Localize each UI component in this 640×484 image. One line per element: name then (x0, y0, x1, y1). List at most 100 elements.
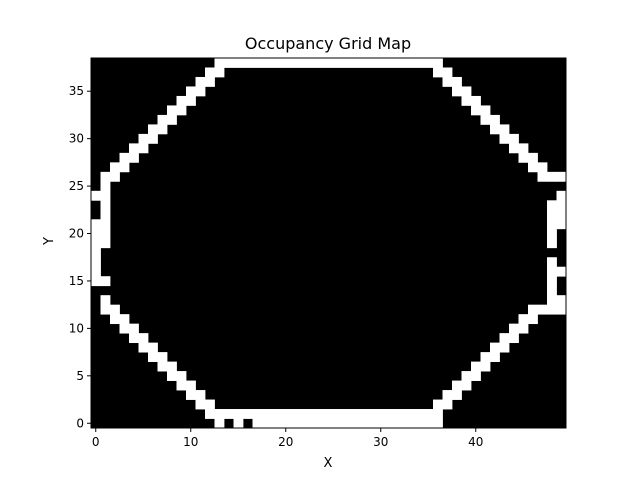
occupied-cell (433, 399, 443, 410)
occupied-cell (148, 124, 158, 135)
occupied-cell (110, 171, 120, 182)
occupied-cell (347, 418, 358, 429)
occupied-cell (138, 333, 149, 344)
occupied-cell (205, 399, 215, 410)
occupied-cell (414, 58, 424, 68)
occupied-cell (243, 58, 253, 68)
occupied-cell (433, 418, 443, 429)
occupied-cell (138, 143, 149, 154)
occupied-cell (195, 390, 206, 400)
occupied-cell (556, 219, 567, 230)
occupied-cell (262, 409, 272, 419)
occupied-cell (547, 266, 557, 277)
occupied-cell (148, 352, 158, 362)
occupied-cell (328, 409, 339, 419)
occupied-cell (186, 390, 196, 400)
occupied-cell (347, 409, 358, 419)
occupied-cell (119, 314, 130, 325)
occupied-cell (556, 266, 567, 277)
y-tick-label: 35 (69, 84, 84, 98)
occupied-cell (376, 418, 386, 429)
occupied-cell (404, 58, 415, 68)
occupied-cell (423, 418, 434, 429)
occupied-cell (547, 219, 557, 230)
y-tick-label: 20 (69, 227, 84, 241)
occupied-cell (138, 342, 149, 353)
occupied-cell (129, 143, 139, 154)
occupied-cell (309, 409, 320, 419)
occupied-cell (414, 409, 424, 419)
occupied-cell (176, 380, 187, 391)
occupied-cell (357, 418, 367, 429)
occupied-cell (167, 114, 177, 125)
occupied-cell (547, 304, 557, 315)
occupied-cell (480, 352, 491, 362)
occupied-cell (499, 133, 510, 144)
occupied-cell (433, 67, 443, 78)
occupied-cell (547, 257, 557, 268)
occupied-cell (556, 171, 567, 182)
y-tick-label: 5 (76, 369, 84, 383)
occupied-cell (91, 219, 101, 230)
occupied-cell (528, 152, 538, 163)
occupied-cell (442, 76, 453, 87)
occupied-cell (395, 418, 405, 429)
occupied-cell (186, 380, 196, 391)
occupied-cell (499, 342, 510, 353)
occupied-cell (91, 257, 101, 268)
occupied-cell (338, 409, 348, 419)
occupied-cell (547, 228, 557, 239)
occupied-cell (100, 276, 111, 287)
occupied-cell (157, 352, 168, 362)
occupied-cell (357, 409, 367, 419)
occupied-cell (490, 352, 500, 362)
occupied-cell (518, 143, 529, 154)
occupied-cell (167, 361, 177, 372)
occupied-cell (129, 333, 139, 344)
occupied-cell (300, 418, 310, 429)
occupied-cell (129, 323, 139, 334)
occupied-cell (471, 371, 481, 381)
occupied-cell (547, 285, 557, 296)
occupied-cell (91, 228, 101, 239)
occupied-cell (471, 361, 481, 372)
occupied-cell (271, 418, 282, 429)
occupied-cell (385, 418, 396, 429)
occupied-cell (110, 162, 120, 173)
occupied-cell (480, 114, 491, 125)
occupied-cell (547, 295, 557, 306)
occupied-cell (376, 409, 386, 419)
occupied-cell (547, 171, 557, 182)
occupied-cell (252, 409, 263, 419)
x-axis-ticks: 0 10 20 30 40 (92, 428, 483, 449)
occupied-cell (262, 418, 272, 429)
occupied-cell (547, 209, 557, 220)
occupied-cell (328, 58, 339, 68)
occupied-cell (300, 58, 310, 68)
occupied-cell (100, 219, 111, 230)
occupied-cell (233, 58, 244, 68)
occupied-cell (205, 76, 215, 87)
occupied-cell (442, 67, 453, 78)
occupied-cell (347, 58, 358, 68)
occupied-cell (290, 58, 301, 68)
occupied-cell (100, 181, 111, 192)
occupied-cell (148, 342, 158, 353)
occupied-cell (385, 409, 396, 419)
occupied-cell (547, 200, 557, 211)
occupied-cell (452, 86, 462, 97)
occupied-cell (423, 58, 434, 68)
occupied-cell (252, 58, 263, 68)
occupied-cell (556, 200, 567, 211)
occupied-cell (338, 58, 348, 68)
occupied-cell (233, 418, 244, 429)
occupied-cell (414, 418, 424, 429)
occupied-cell (186, 86, 196, 97)
occupied-cell (281, 58, 291, 68)
occupied-cell (461, 380, 472, 391)
occupied-cell (91, 276, 101, 287)
occupied-cell (537, 162, 548, 173)
occupied-cell (281, 418, 291, 429)
occupied-cell (404, 409, 415, 419)
